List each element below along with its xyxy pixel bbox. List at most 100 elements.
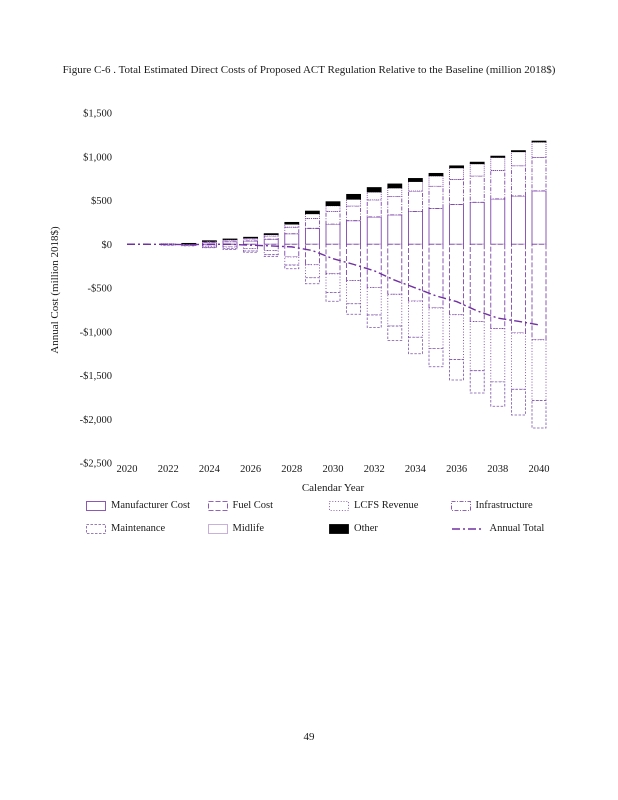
bar-segment-fuel-cost xyxy=(510,243,526,334)
bar-segment-maintenance xyxy=(243,250,259,253)
x-tick-label: 2034 xyxy=(405,464,427,475)
bar-segment-other xyxy=(304,210,320,215)
bar-segment-maintenance xyxy=(304,277,320,285)
bar-segment-maintenance xyxy=(407,336,423,355)
y-tick-label: $1,000 xyxy=(83,152,112,163)
bar-segment-lcfs-revenue xyxy=(428,307,444,349)
bar-segment-lcfs-revenue xyxy=(531,339,547,401)
legend-item-maintenance: Maintenance xyxy=(86,523,204,534)
bar-segment-manufacturer-cost xyxy=(510,195,526,245)
bar-segment-other xyxy=(243,236,259,239)
bar-segment-infrastructure xyxy=(469,175,485,203)
legend-label: Fuel Cost xyxy=(232,500,274,511)
bar-segment-midlife xyxy=(531,141,547,158)
bar-segment-manufacturer-cost xyxy=(325,223,341,245)
bar-segment-other xyxy=(181,242,197,245)
bar-segment-midlife xyxy=(449,167,465,180)
page-number: 49 xyxy=(303,731,315,743)
chart-legend: Manufacturer Cost Fuel Cost LCFS Revenue In… xyxy=(86,500,568,534)
bar-segment-infrastructure xyxy=(325,211,341,225)
bar-segment-manufacturer-cost xyxy=(346,220,362,245)
legend-item-fuel-cost: Fuel Cost xyxy=(207,500,326,511)
x-tick-label: 2020 xyxy=(117,464,138,475)
y-tick-label: $500 xyxy=(91,196,112,207)
annual-total-line xyxy=(127,243,540,326)
bar-segment-midlife xyxy=(407,181,423,192)
bar-segment-midlife xyxy=(428,175,444,187)
bar-segment-maintenance xyxy=(201,246,217,249)
y-tick-label: -$1,000 xyxy=(80,327,112,338)
bar-segment-manufacturer-cost xyxy=(243,240,259,245)
bar-segment-lcfs-revenue xyxy=(387,293,403,327)
bar-segment-fuel-cost xyxy=(407,243,423,302)
bar-segment-other xyxy=(407,178,423,182)
bar-segment-manufacturer-cost xyxy=(428,208,444,245)
bar-segment-infrastructure xyxy=(428,185,444,209)
bar-segment-fuel-cost xyxy=(304,243,320,266)
bar-segment-fuel-cost xyxy=(449,243,465,316)
legend-item-lcfs-revenue: LCFS Revenue xyxy=(329,500,447,511)
x-tick-label: 2040 xyxy=(529,464,550,475)
bar-segment-midlife xyxy=(490,156,506,171)
bar-segment-manufacturer-cost xyxy=(469,201,485,245)
x-tick-label: 2026 xyxy=(240,464,261,475)
bar-segment-fuel-cost xyxy=(531,243,547,341)
y-tick-label: -$1,500 xyxy=(80,371,112,382)
bar-segment-fuel-cost xyxy=(469,243,485,322)
bar-segment-maintenance xyxy=(346,303,362,315)
bar-segment-lcfs-revenue xyxy=(325,273,341,294)
bar-segment-midlife xyxy=(387,187,403,197)
x-tick-label: 2036 xyxy=(446,464,467,475)
bar-segment-maintenance xyxy=(531,400,547,429)
x-tick-label: 2032 xyxy=(364,464,385,475)
bar-segment-lcfs-revenue xyxy=(469,321,485,372)
bar-segment-lcfs-revenue xyxy=(243,247,259,252)
x-tick-label: 2030 xyxy=(323,464,344,475)
legend-swatch-icon xyxy=(329,523,349,534)
legend-item-infrastructure: Infrastructure xyxy=(450,500,569,511)
legend-label: Midlife xyxy=(232,523,265,534)
legend-swatch-icon xyxy=(329,500,349,511)
legend-item-annual-total: Annual Total xyxy=(451,523,569,534)
bar-segment-lcfs-revenue xyxy=(284,256,300,266)
x-tick-label: 2024 xyxy=(199,464,221,475)
bar-segment-other xyxy=(531,140,547,143)
plot-area: $1,500 $1,000 $500 $0 -$500 -$1,000 -$1,500 -$2… xyxy=(80,109,550,476)
y-tick-label: -$2,500 xyxy=(80,459,112,470)
bar-segment-midlife xyxy=(284,223,300,228)
bar-segment-infrastructure xyxy=(263,235,279,240)
legend-label: Maintenance xyxy=(111,523,166,534)
legend-swatch-icon xyxy=(207,523,228,534)
bar-segment-maintenance xyxy=(387,325,403,341)
x-axis-title: Calendar Year xyxy=(302,482,365,494)
bar-segment-infrastructure xyxy=(284,226,300,235)
legend-item-other: Other xyxy=(329,523,447,534)
bar-segment-infrastructure xyxy=(346,205,362,222)
bar-segment-manufacturer-cost xyxy=(387,214,403,245)
x-tick-label: 2028 xyxy=(281,464,302,475)
bar-segment-maintenance xyxy=(222,248,238,250)
x-tick-label: 2038 xyxy=(487,464,508,475)
bar-segment-manufacturer-cost xyxy=(407,211,423,245)
bar-segment-infrastructure xyxy=(243,238,259,242)
bar-segment-lcfs-revenue xyxy=(510,332,526,390)
bar-segment-maintenance xyxy=(325,292,341,302)
bar-segment-other xyxy=(469,161,485,165)
bar-segment-maintenance xyxy=(428,347,444,368)
bar-segment-maintenance xyxy=(263,254,279,257)
bar-segment-midlife xyxy=(366,191,382,201)
bar-segment-fuel-cost xyxy=(387,243,403,295)
bar-segment-infrastructure xyxy=(490,170,506,200)
bar-segment-infrastructure xyxy=(531,157,547,192)
bar-segment-fuel-cost xyxy=(366,243,382,288)
bar-segment-maintenance xyxy=(284,264,300,270)
bar-segment-infrastructure xyxy=(222,239,238,243)
bar-segment-other xyxy=(325,201,341,207)
y-axis-title: Annual Cost (million 2018$) xyxy=(49,226,61,354)
bar-segment-maintenance xyxy=(510,388,526,416)
bar-segment-other xyxy=(387,183,403,189)
bar-segment-infrastructure xyxy=(510,165,526,197)
bar-segment-maintenance xyxy=(366,314,382,328)
bar-segment-other xyxy=(428,172,444,177)
bar-segment-manufacturer-cost xyxy=(490,198,506,245)
